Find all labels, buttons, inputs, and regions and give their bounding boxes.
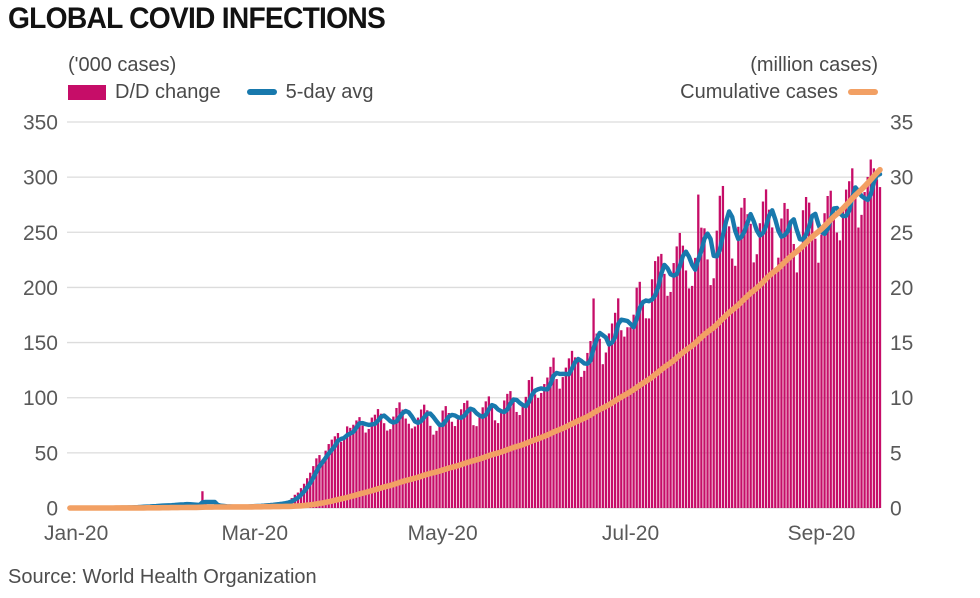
x-axis-tick-May-20: May-20: [408, 522, 478, 545]
five-day-avg-line: [67, 172, 883, 510]
x-axis-tick-Mar-20: Mar-20: [222, 522, 289, 545]
left-axis-tick-200: 200: [23, 277, 58, 300]
cumulative-cases-swatch-icon: [848, 89, 878, 95]
left-axis-tick-350: 350: [23, 112, 58, 135]
left-axis-tick-150: 150: [23, 332, 58, 355]
right-axis-tick-20: 20: [890, 277, 913, 300]
legend-row-right: Cumulative cases: [680, 78, 878, 106]
right-axis-tick-10: 10: [890, 387, 913, 410]
left-axis-tick-250: 250: [23, 222, 58, 245]
left-axis-tick-0: 0: [46, 498, 58, 521]
x-axis-tick-Sep-20: Sep-20: [788, 522, 856, 545]
left-axis-legend: ('000 cases) D/D change 5-day avg: [68, 52, 373, 106]
dd-change-bars: [68, 159, 882, 509]
x-axis-tick-Jul-20: Jul-20: [602, 522, 659, 545]
cumulative-cases-line: [67, 166, 883, 511]
source-attribution: Source: World Health Organization: [8, 566, 317, 588]
right-axis-tick-25: 25: [890, 222, 913, 245]
left-axis-tick-50: 50: [35, 442, 58, 465]
five-day-avg-legend-label: 5-day avg: [285, 80, 374, 103]
x-axis-tick-Jan-20: Jan-20: [44, 522, 108, 545]
five-day-avg-swatch-icon: [246, 89, 277, 95]
right-axis-tick-30: 30: [890, 167, 913, 190]
right-axis-tick-15: 15: [890, 332, 913, 355]
dd-change-swatch-icon: [68, 84, 106, 100]
legend-row-left: D/D change 5-day avg: [68, 78, 373, 106]
right-axis-legend: (million cases) Cumulative cases: [680, 52, 878, 106]
left-axis-tick-300: 300: [23, 167, 58, 190]
right-axis-unit-label: (million cases): [750, 54, 878, 76]
left-axis-tick-100: 100: [23, 387, 58, 410]
right-axis-tick-5: 5: [890, 442, 902, 465]
dd-change-legend-label: D/D change: [115, 80, 221, 103]
right-axis-tick-35: 35: [890, 112, 913, 135]
left-axis-unit-label: ('000 cases): [68, 54, 177, 76]
cumulative-cases-legend-label: Cumulative cases: [680, 80, 838, 103]
chart-title: GLOBAL COVID INFECTIONS: [8, 2, 386, 35]
right-axis-tick-0: 0: [890, 498, 902, 521]
